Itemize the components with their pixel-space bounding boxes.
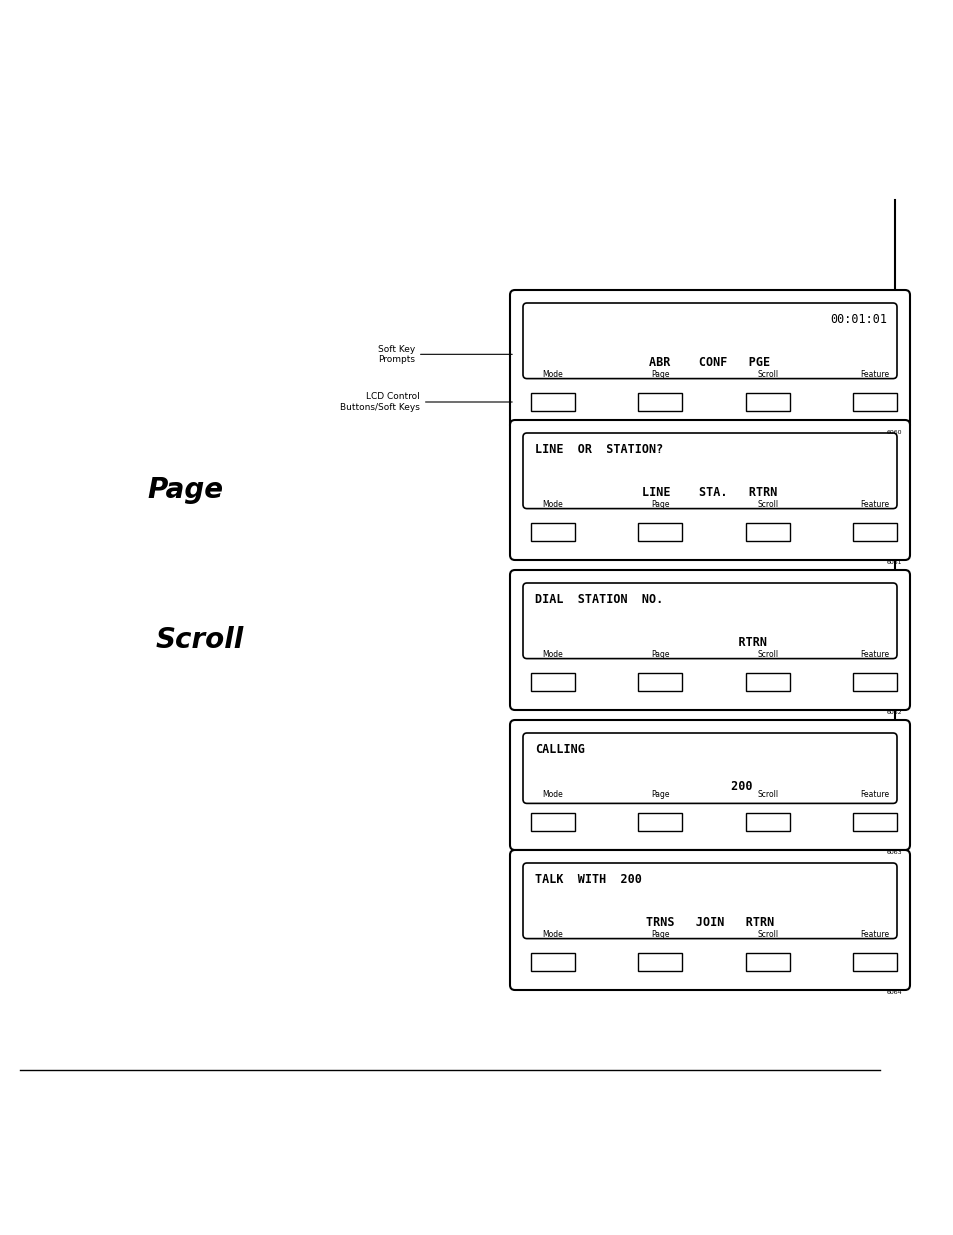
Text: Page: Page (147, 475, 223, 504)
Text: Feature: Feature (860, 370, 888, 379)
Bar (745, 393, 789, 411)
Bar (531, 522, 575, 541)
Text: Page: Page (650, 650, 669, 659)
Text: 6064: 6064 (885, 990, 901, 995)
Text: 00:01:01: 00:01:01 (829, 312, 886, 326)
Bar (745, 522, 789, 541)
Bar (638, 393, 681, 411)
Bar (852, 673, 896, 692)
Bar (852, 393, 896, 411)
Text: 6063: 6063 (885, 850, 901, 855)
FancyBboxPatch shape (522, 863, 896, 939)
Text: Feature: Feature (860, 500, 888, 509)
Text: Page: Page (650, 370, 669, 379)
Text: 200: 200 (666, 781, 752, 793)
Text: Mode: Mode (542, 930, 563, 939)
Bar (745, 813, 789, 831)
FancyBboxPatch shape (510, 850, 909, 990)
Text: ABR    CONF   PGE: ABR CONF PGE (649, 356, 770, 368)
Text: Mode: Mode (542, 790, 563, 799)
FancyBboxPatch shape (522, 734, 896, 804)
Text: Page: Page (650, 500, 669, 509)
Text: LINE  OR  STATION?: LINE OR STATION? (535, 443, 662, 456)
Text: DIAL  STATION  NO.: DIAL STATION NO. (535, 593, 662, 606)
Bar (638, 813, 681, 831)
Text: LCD Control
Buttons/Soft Keys: LCD Control Buttons/Soft Keys (340, 393, 512, 411)
Bar (531, 813, 575, 831)
Text: Mode: Mode (542, 650, 563, 659)
FancyBboxPatch shape (522, 303, 896, 379)
Bar (745, 953, 789, 971)
Text: Page: Page (650, 930, 669, 939)
FancyBboxPatch shape (510, 290, 909, 430)
Text: Scroll: Scroll (757, 500, 778, 509)
Text: TRNS   JOIN   RTRN: TRNS JOIN RTRN (645, 915, 773, 929)
Bar (638, 953, 681, 971)
FancyBboxPatch shape (522, 433, 896, 509)
Text: Scroll: Scroll (757, 370, 778, 379)
FancyBboxPatch shape (510, 420, 909, 559)
Bar (531, 393, 575, 411)
Text: LINE    STA.   RTRN: LINE STA. RTRN (641, 485, 777, 499)
Text: Scroll: Scroll (757, 930, 778, 939)
Bar (745, 673, 789, 692)
Text: TALK  WITH  200: TALK WITH 200 (535, 873, 641, 885)
Text: Mode: Mode (542, 500, 563, 509)
Bar (852, 522, 896, 541)
Text: Feature: Feature (860, 650, 888, 659)
Text: 6061: 6061 (885, 559, 901, 564)
Text: Scroll: Scroll (757, 790, 778, 799)
FancyBboxPatch shape (522, 583, 896, 658)
Bar (531, 953, 575, 971)
Text: Mode: Mode (542, 370, 563, 379)
Bar (638, 522, 681, 541)
Text: RTRN: RTRN (652, 636, 766, 648)
Bar (638, 673, 681, 692)
Text: 6060: 6060 (885, 430, 901, 435)
Text: Feature: Feature (860, 790, 888, 799)
Text: Feature: Feature (860, 930, 888, 939)
Bar (531, 673, 575, 692)
Text: CALLING: CALLING (535, 743, 584, 756)
FancyBboxPatch shape (510, 571, 909, 710)
Text: Scroll: Scroll (757, 650, 778, 659)
Bar (852, 813, 896, 831)
Text: Soft Key
Prompts: Soft Key Prompts (377, 345, 512, 364)
Text: Scroll: Scroll (155, 626, 244, 655)
Bar (852, 953, 896, 971)
Text: 6062: 6062 (885, 710, 901, 715)
Text: Page: Page (650, 790, 669, 799)
FancyBboxPatch shape (510, 720, 909, 850)
